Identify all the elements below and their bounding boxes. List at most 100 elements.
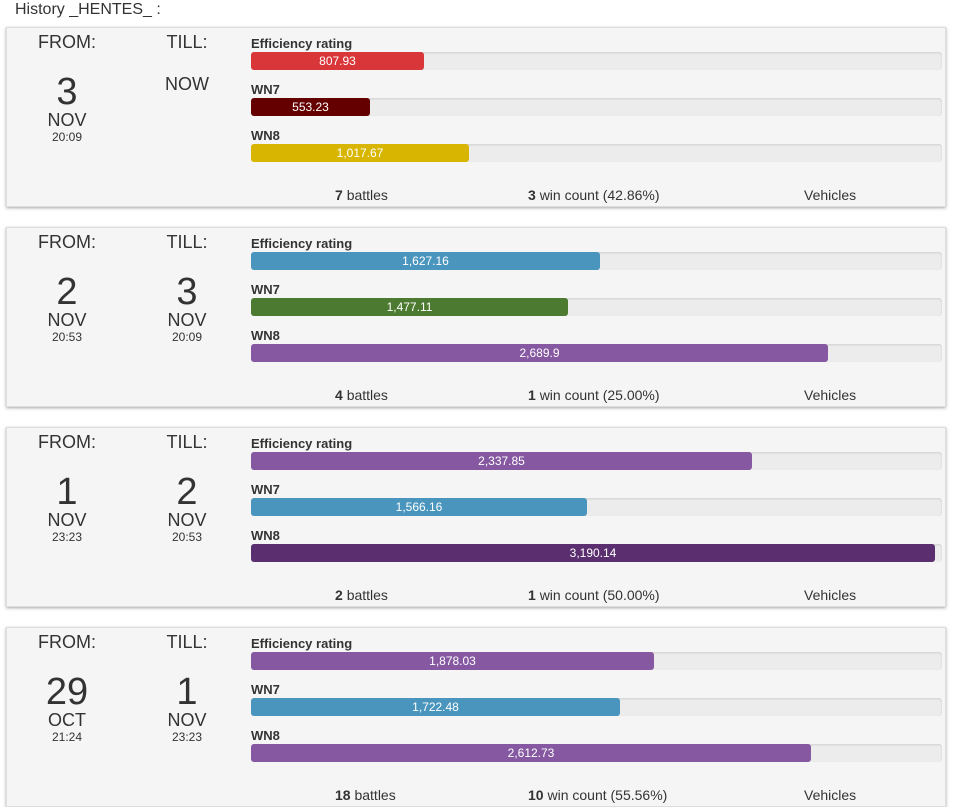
win-count: 3 win count (42.86%) <box>528 187 660 203</box>
battles-count: 2 battles <box>335 587 388 603</box>
from-day: 29 <box>45 671 89 713</box>
history-card: FROM: 29 OCT 21:24 TILL: 1 NOV 23:23 Efficiency … <box>6 627 946 807</box>
metric-label: WN8 <box>251 728 280 743</box>
vehicles-link[interactable]: Vehicles <box>804 587 857 603</box>
metric-label: WN7 <box>251 282 280 297</box>
rating-bar: 1,566.16 <box>251 498 942 516</box>
history-card: FROM: 1 NOV 23:23 TILL: 2 NOV 20:53 Efficiency r… <box>6 427 946 607</box>
till-day: 3 <box>176 271 198 313</box>
rating-bar-fill: 1,722.48 <box>251 698 620 716</box>
vehicles-link[interactable]: Vehicles <box>804 787 857 803</box>
win-count: 10 win count (55.56%) <box>528 787 667 803</box>
rating-bar-fill: 807.93 <box>251 52 424 70</box>
metric-label: WN8 <box>251 528 280 543</box>
till-time: 20:09 <box>171 330 203 344</box>
battles-label: battles <box>354 787 396 803</box>
from-month: NOV <box>47 110 87 130</box>
rating-bar: 1,878.03 <box>251 652 942 670</box>
win-number: 1 <box>528 387 536 403</box>
rating-bar: 2,337.85 <box>251 452 942 470</box>
metric-label: WN7 <box>251 82 280 97</box>
rating-bar: 3,190.14 <box>251 544 942 562</box>
history-card: FROM: 2 NOV 20:53 TILL: 3 NOV 20:09 Efficiency r… <box>6 227 946 407</box>
rating-bar: 1,627.16 <box>251 252 942 270</box>
metric-label: Efficiency rating <box>251 436 353 451</box>
rating-bar-fill: 2,612.73 <box>251 744 811 762</box>
metric-label: Efficiency rating <box>251 36 353 51</box>
from-time: 23:23 <box>51 530 83 544</box>
battles-number: 7 <box>335 187 343 203</box>
from-day: 3 <box>56 71 78 113</box>
rating-bar-fill: 2,689.9 <box>251 344 828 362</box>
win-percentage: (25.00%) <box>602 387 660 403</box>
win-number: 10 <box>528 787 544 803</box>
till-label: TILL: <box>166 232 208 252</box>
from-label: FROM: <box>38 632 96 652</box>
battles-label: battles <box>346 387 388 403</box>
win-count-label: win count <box>539 587 599 603</box>
win-percentage: (55.56%) <box>610 787 668 803</box>
battles-number: 4 <box>335 387 343 403</box>
rating-bar: 553.23 <box>251 98 942 116</box>
till-label: TILL: <box>166 432 208 452</box>
metric-label: WN8 <box>251 128 280 143</box>
till-label: TILL: <box>166 32 208 52</box>
from-time: 20:53 <box>51 330 83 344</box>
from-month: OCT <box>48 710 86 730</box>
vehicles-link[interactable]: Vehicles <box>804 387 857 403</box>
win-count: 1 win count (50.00%) <box>528 587 660 603</box>
metric-label: WN7 <box>251 482 280 497</box>
till-month: NOV <box>167 510 207 530</box>
metric-label: Efficiency rating <box>251 636 353 651</box>
rating-bar-fill: 1,566.16 <box>251 498 587 516</box>
battles-label: battles <box>346 587 388 603</box>
rating-bar: 2,689.9 <box>251 344 942 362</box>
battles-number: 2 <box>335 587 343 603</box>
till-label: TILL: <box>166 632 208 652</box>
win-percentage: (50.00%) <box>602 587 660 603</box>
metric-label: WN7 <box>251 682 280 697</box>
from-label: FROM: <box>38 232 96 252</box>
win-number: 3 <box>528 187 536 203</box>
till-time: 23:23 <box>171 730 203 744</box>
till-day: 1 <box>176 671 198 713</box>
page-title: History _HENTES_ : <box>15 1 161 18</box>
rating-bar: 1,017.67 <box>251 144 942 162</box>
rating-bar: 1,722.48 <box>251 698 942 716</box>
rating-bar: 2,612.73 <box>251 744 942 762</box>
rating-bar-fill: 1,627.16 <box>251 252 600 270</box>
from-month: NOV <box>47 310 87 330</box>
from-day: 1 <box>56 471 78 513</box>
rating-bar-fill: 1,017.67 <box>251 144 469 162</box>
rating-bar: 1,477.11 <box>251 298 942 316</box>
battles-count: 7 battles <box>335 187 388 203</box>
from-month: NOV <box>47 510 87 530</box>
till-day: 2 <box>176 471 198 513</box>
win-number: 1 <box>528 587 536 603</box>
rating-bar-fill: 1,477.11 <box>251 298 568 316</box>
battles-number: 18 <box>335 787 351 803</box>
battles-count: 18 battles <box>335 787 396 803</box>
vehicles-link[interactable]: Vehicles <box>804 187 857 203</box>
win-count-label: win count <box>539 187 599 203</box>
till-time: 20:53 <box>171 530 203 544</box>
till-month: NOV <box>167 310 207 330</box>
from-day: 2 <box>56 271 78 313</box>
win-percentage: (42.86%) <box>602 187 660 203</box>
battles-label: battles <box>346 187 388 203</box>
rating-bar-fill: 3,190.14 <box>251 544 935 562</box>
rating-bar-fill: 553.23 <box>251 98 370 116</box>
history-card: FROM: 3 NOV 20:09 TILL: NOW Efficiency rating 8… <box>6 27 946 207</box>
from-time: 21:24 <box>51 730 83 744</box>
rating-bar: 807.93 <box>251 52 942 70</box>
from-time: 20:09 <box>51 130 83 144</box>
metric-label: Efficiency rating <box>251 236 353 251</box>
battles-count: 4 battles <box>335 387 388 403</box>
win-count-label: win count <box>539 387 599 403</box>
rating-bar-fill: 2,337.85 <box>251 452 752 470</box>
win-count-label: win count <box>547 787 607 803</box>
win-count: 1 win count (25.00%) <box>528 387 660 403</box>
till-month: NOV <box>167 710 207 730</box>
rating-bar-fill: 1,878.03 <box>251 652 654 670</box>
till-now: NOW <box>165 74 209 94</box>
